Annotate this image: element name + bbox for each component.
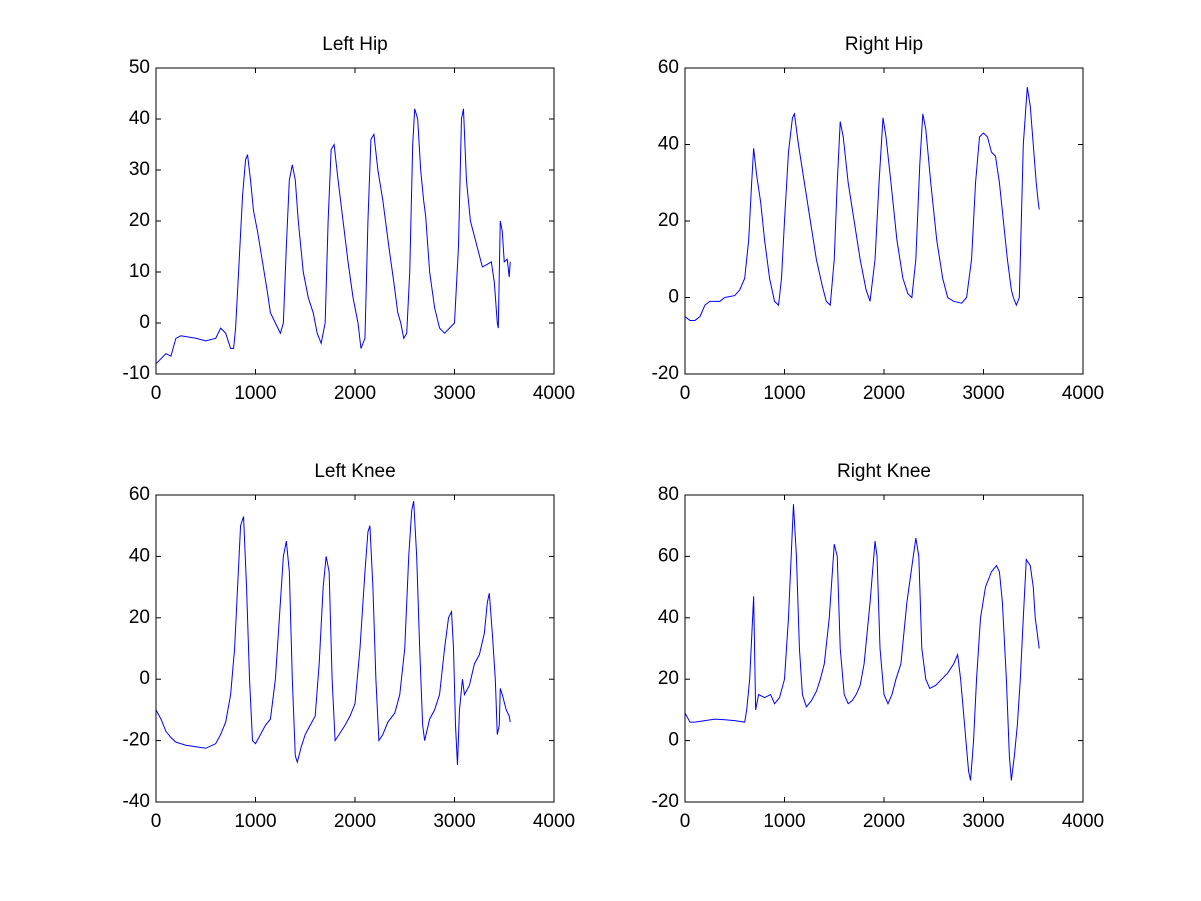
x-tick-label: 2000 <box>334 383 376 404</box>
chart-title: Right Knee <box>837 461 931 482</box>
x-tick-label: 2000 <box>334 811 376 832</box>
y-tick-label: 0 <box>139 668 150 689</box>
y-tick-label: -40 <box>123 791 150 812</box>
x-tick-label: 0 <box>151 383 162 404</box>
x-tick-label: 3000 <box>962 383 1004 404</box>
y-tick-label: 30 <box>129 159 150 180</box>
y-tick-label: 40 <box>658 607 679 628</box>
x-tick-label: 3000 <box>433 383 475 404</box>
y-tick-label: 0 <box>139 312 150 333</box>
y-tick-label: 10 <box>129 261 150 282</box>
y-tick-label: 80 <box>658 484 679 505</box>
y-tick-label: 0 <box>668 287 679 308</box>
plot-area <box>685 495 1083 802</box>
y-tick-label: -10 <box>123 363 150 384</box>
x-tick-label: 3000 <box>962 811 1004 832</box>
x-tick-label: 4000 <box>533 811 575 832</box>
x-tick-label: 1000 <box>234 811 276 832</box>
y-tick-label: 0 <box>668 730 679 751</box>
x-tick-label: 4000 <box>1062 383 1104 404</box>
y-tick-label: 40 <box>129 108 150 129</box>
y-tick-label: -20 <box>652 363 679 384</box>
x-tick-label: 1000 <box>763 383 805 404</box>
chart-title: Left Hip <box>322 34 387 55</box>
y-tick-label: 40 <box>129 545 150 566</box>
data-line <box>684 504 1040 781</box>
y-tick-label: -20 <box>652 791 679 812</box>
y-tick-label: 20 <box>658 210 679 231</box>
y-tick-label: 20 <box>129 210 150 231</box>
x-tick-label: 0 <box>680 811 691 832</box>
x-tick-label: 4000 <box>1062 811 1104 832</box>
x-tick-label: 0 <box>680 383 691 404</box>
plot-area <box>156 68 554 374</box>
chart-title: Left Knee <box>314 461 395 482</box>
y-tick-label: 20 <box>129 607 150 628</box>
x-tick-label: 1000 <box>763 811 805 832</box>
plot-area <box>685 68 1083 374</box>
y-tick-label: 20 <box>658 668 679 689</box>
y-tick-label: 60 <box>129 484 150 505</box>
plot-area <box>156 495 554 802</box>
chart-title: Right Hip <box>845 34 923 55</box>
x-tick-label: 2000 <box>863 811 905 832</box>
x-tick-label: 4000 <box>533 383 575 404</box>
y-tick-label: 60 <box>658 57 679 78</box>
data-line <box>155 108 511 365</box>
x-tick-label: 2000 <box>863 383 905 404</box>
data-line <box>155 501 511 766</box>
y-tick-label: 50 <box>129 57 150 78</box>
x-tick-label: 0 <box>151 811 162 832</box>
x-tick-label: 3000 <box>433 811 475 832</box>
y-tick-label: 60 <box>658 545 679 566</box>
data-line <box>684 87 1040 321</box>
y-tick-label: -20 <box>123 730 150 751</box>
x-tick-label: 1000 <box>234 383 276 404</box>
y-tick-label: 40 <box>658 134 679 155</box>
